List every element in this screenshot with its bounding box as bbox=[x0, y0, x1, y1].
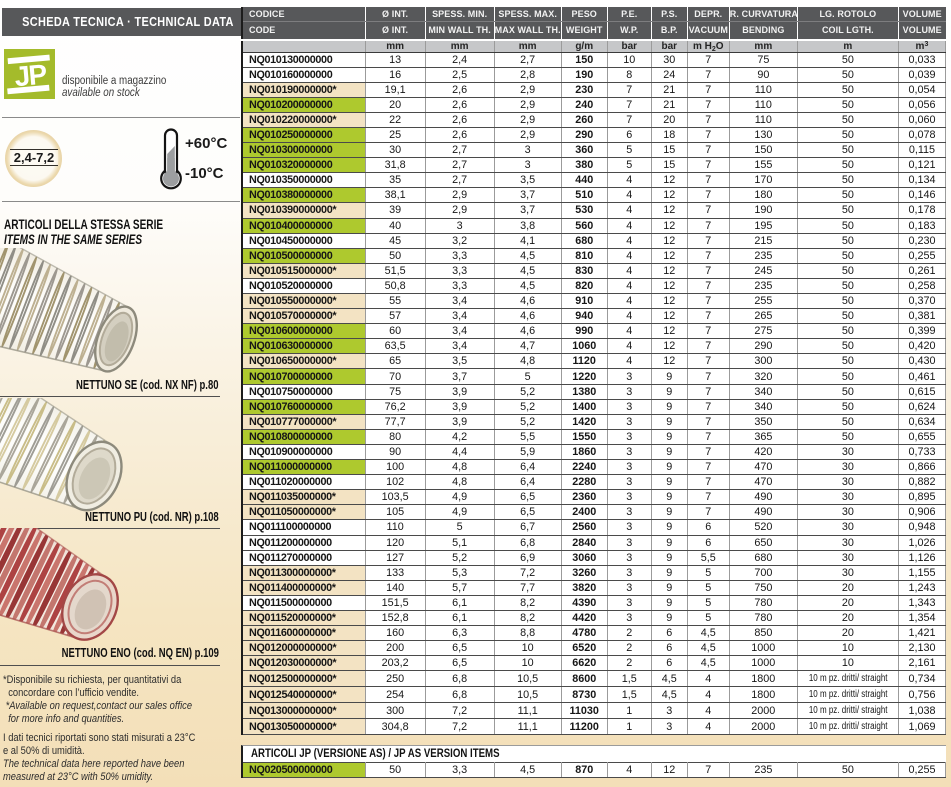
svg-text:JP: JP bbox=[13, 59, 48, 93]
